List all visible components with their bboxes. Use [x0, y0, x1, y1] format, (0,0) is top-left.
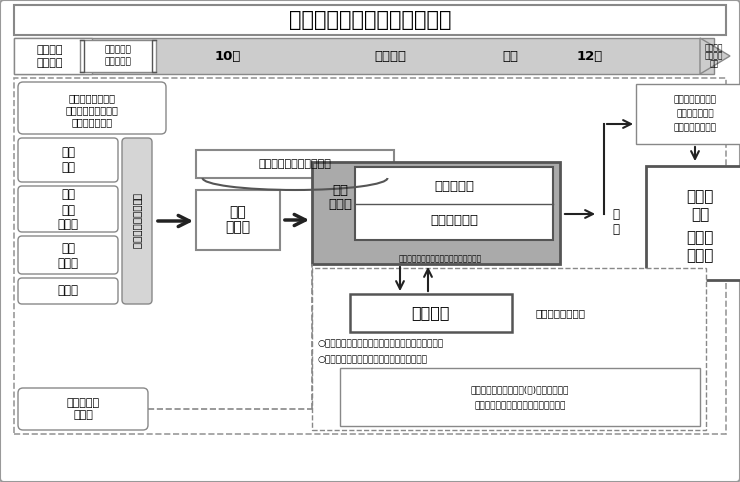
FancyBboxPatch shape [636, 84, 740, 144]
FancyBboxPatch shape [340, 368, 700, 426]
Text: 労働省内で検討: 労働省内で検討 [676, 109, 714, 119]
Text: に反映: に反映 [686, 249, 713, 264]
Text: 新規
型式
名称等: 新規 型式 名称等 [58, 188, 78, 231]
Text: （工学的・臨床的評価等に基づく検討）: （工学的・臨床的評価等に基づく検討） [398, 254, 482, 264]
Text: 事務局にて: 事務局にて [104, 45, 132, 54]
FancyBboxPatch shape [14, 5, 726, 35]
Text: の上、予算計上等: の上、予算計上等 [673, 123, 716, 133]
Text: 厚生労: 厚生労 [686, 189, 713, 204]
Text: 等からの客観的デー: 等からの客観的デー [66, 105, 118, 115]
Text: 告示等: 告示等 [686, 230, 713, 245]
Text: 12月: 12月 [577, 50, 603, 63]
FancyBboxPatch shape [646, 166, 740, 280]
Text: 価格
変更等: 価格 変更等 [58, 242, 78, 270]
Text: 10月: 10月 [215, 50, 241, 63]
Text: の申請: の申請 [73, 410, 93, 420]
Text: 完成用部品: 完成用部品 [67, 398, 100, 408]
FancyBboxPatch shape [18, 388, 148, 430]
FancyBboxPatch shape [196, 190, 280, 250]
Text: 専門: 専門 [332, 184, 348, 197]
FancyBboxPatch shape [312, 268, 706, 430]
FancyBboxPatch shape [350, 294, 512, 332]
Text: 補装具評価検討会のシステム: 補装具評価検討会のシステム [289, 10, 451, 30]
Text: 翌年１月: 翌年１月 [374, 50, 406, 63]
Text: 反映: 反映 [710, 59, 719, 68]
Text: 受付期間: 受付期間 [37, 45, 63, 55]
FancyBboxPatch shape [14, 38, 714, 74]
Text: メーカーや当事者: メーカーや当事者 [69, 93, 115, 103]
FancyBboxPatch shape [18, 236, 118, 274]
FancyBboxPatch shape [196, 150, 394, 178]
Text: タに基づく要望: タに基づく要望 [72, 117, 112, 127]
Text: ○現行補装具の価格体系や交付基準等の整理: ○現行補装具の価格体系や交付基準等の整理 [318, 356, 428, 364]
Text: （必要に応じて）: （必要に応じて） [535, 308, 585, 318]
Text: とりまとめ: とりまとめ [104, 57, 132, 67]
FancyBboxPatch shape [80, 40, 156, 72]
Text: 新規
種目: 新規 種目 [61, 146, 75, 174]
Text: 義肢装具等: 義肢装具等 [434, 180, 474, 193]
Text: 厚生労働科学研究費や(財)テクノエイド: 厚生労働科学研究費や(財)テクノエイド [471, 386, 569, 394]
FancyBboxPatch shape [18, 278, 118, 304]
Polygon shape [700, 38, 730, 74]
Text: 報告を受け、厚生: 報告を受け、厚生 [673, 95, 716, 105]
Text: 義肢装具以外: 義肢装具以外 [430, 214, 478, 228]
Text: プレゼンテーション: プレゼンテーション [132, 193, 142, 249]
Text: 要望: 要望 [229, 205, 246, 219]
FancyBboxPatch shape [14, 78, 726, 434]
Text: ４〜６月: ４〜６月 [37, 58, 63, 68]
FancyBboxPatch shape [355, 167, 553, 240]
FancyBboxPatch shape [18, 186, 118, 232]
Text: 事務局：社会参加推進室: 事務局：社会参加推進室 [258, 159, 332, 169]
Text: ４月: ４月 [502, 50, 518, 63]
Text: ○要望内容で詳細な調査を要するものの場合再調査: ○要望内容で詳細な調査を要するものの場合再調査 [318, 339, 444, 348]
Text: 協会委託研究費等の活用も考えられる: 協会委託研究費等の活用も考えられる [474, 402, 565, 411]
FancyBboxPatch shape [18, 138, 118, 182]
Text: 委員会: 委員会 [328, 199, 352, 212]
Text: 翌々年度: 翌々年度 [704, 43, 723, 53]
FancyBboxPatch shape [312, 162, 560, 264]
Text: 調査研究: 調査研究 [411, 306, 450, 321]
FancyBboxPatch shape [122, 138, 152, 304]
Text: 聴取等: 聴取等 [226, 220, 251, 234]
Text: 働省: 働省 [691, 207, 709, 223]
Text: その他: その他 [58, 284, 78, 297]
FancyBboxPatch shape [14, 38, 92, 74]
FancyBboxPatch shape [18, 82, 166, 134]
Text: 報
告: 報 告 [613, 208, 619, 236]
Text: の告示に: の告示に [704, 52, 723, 61]
